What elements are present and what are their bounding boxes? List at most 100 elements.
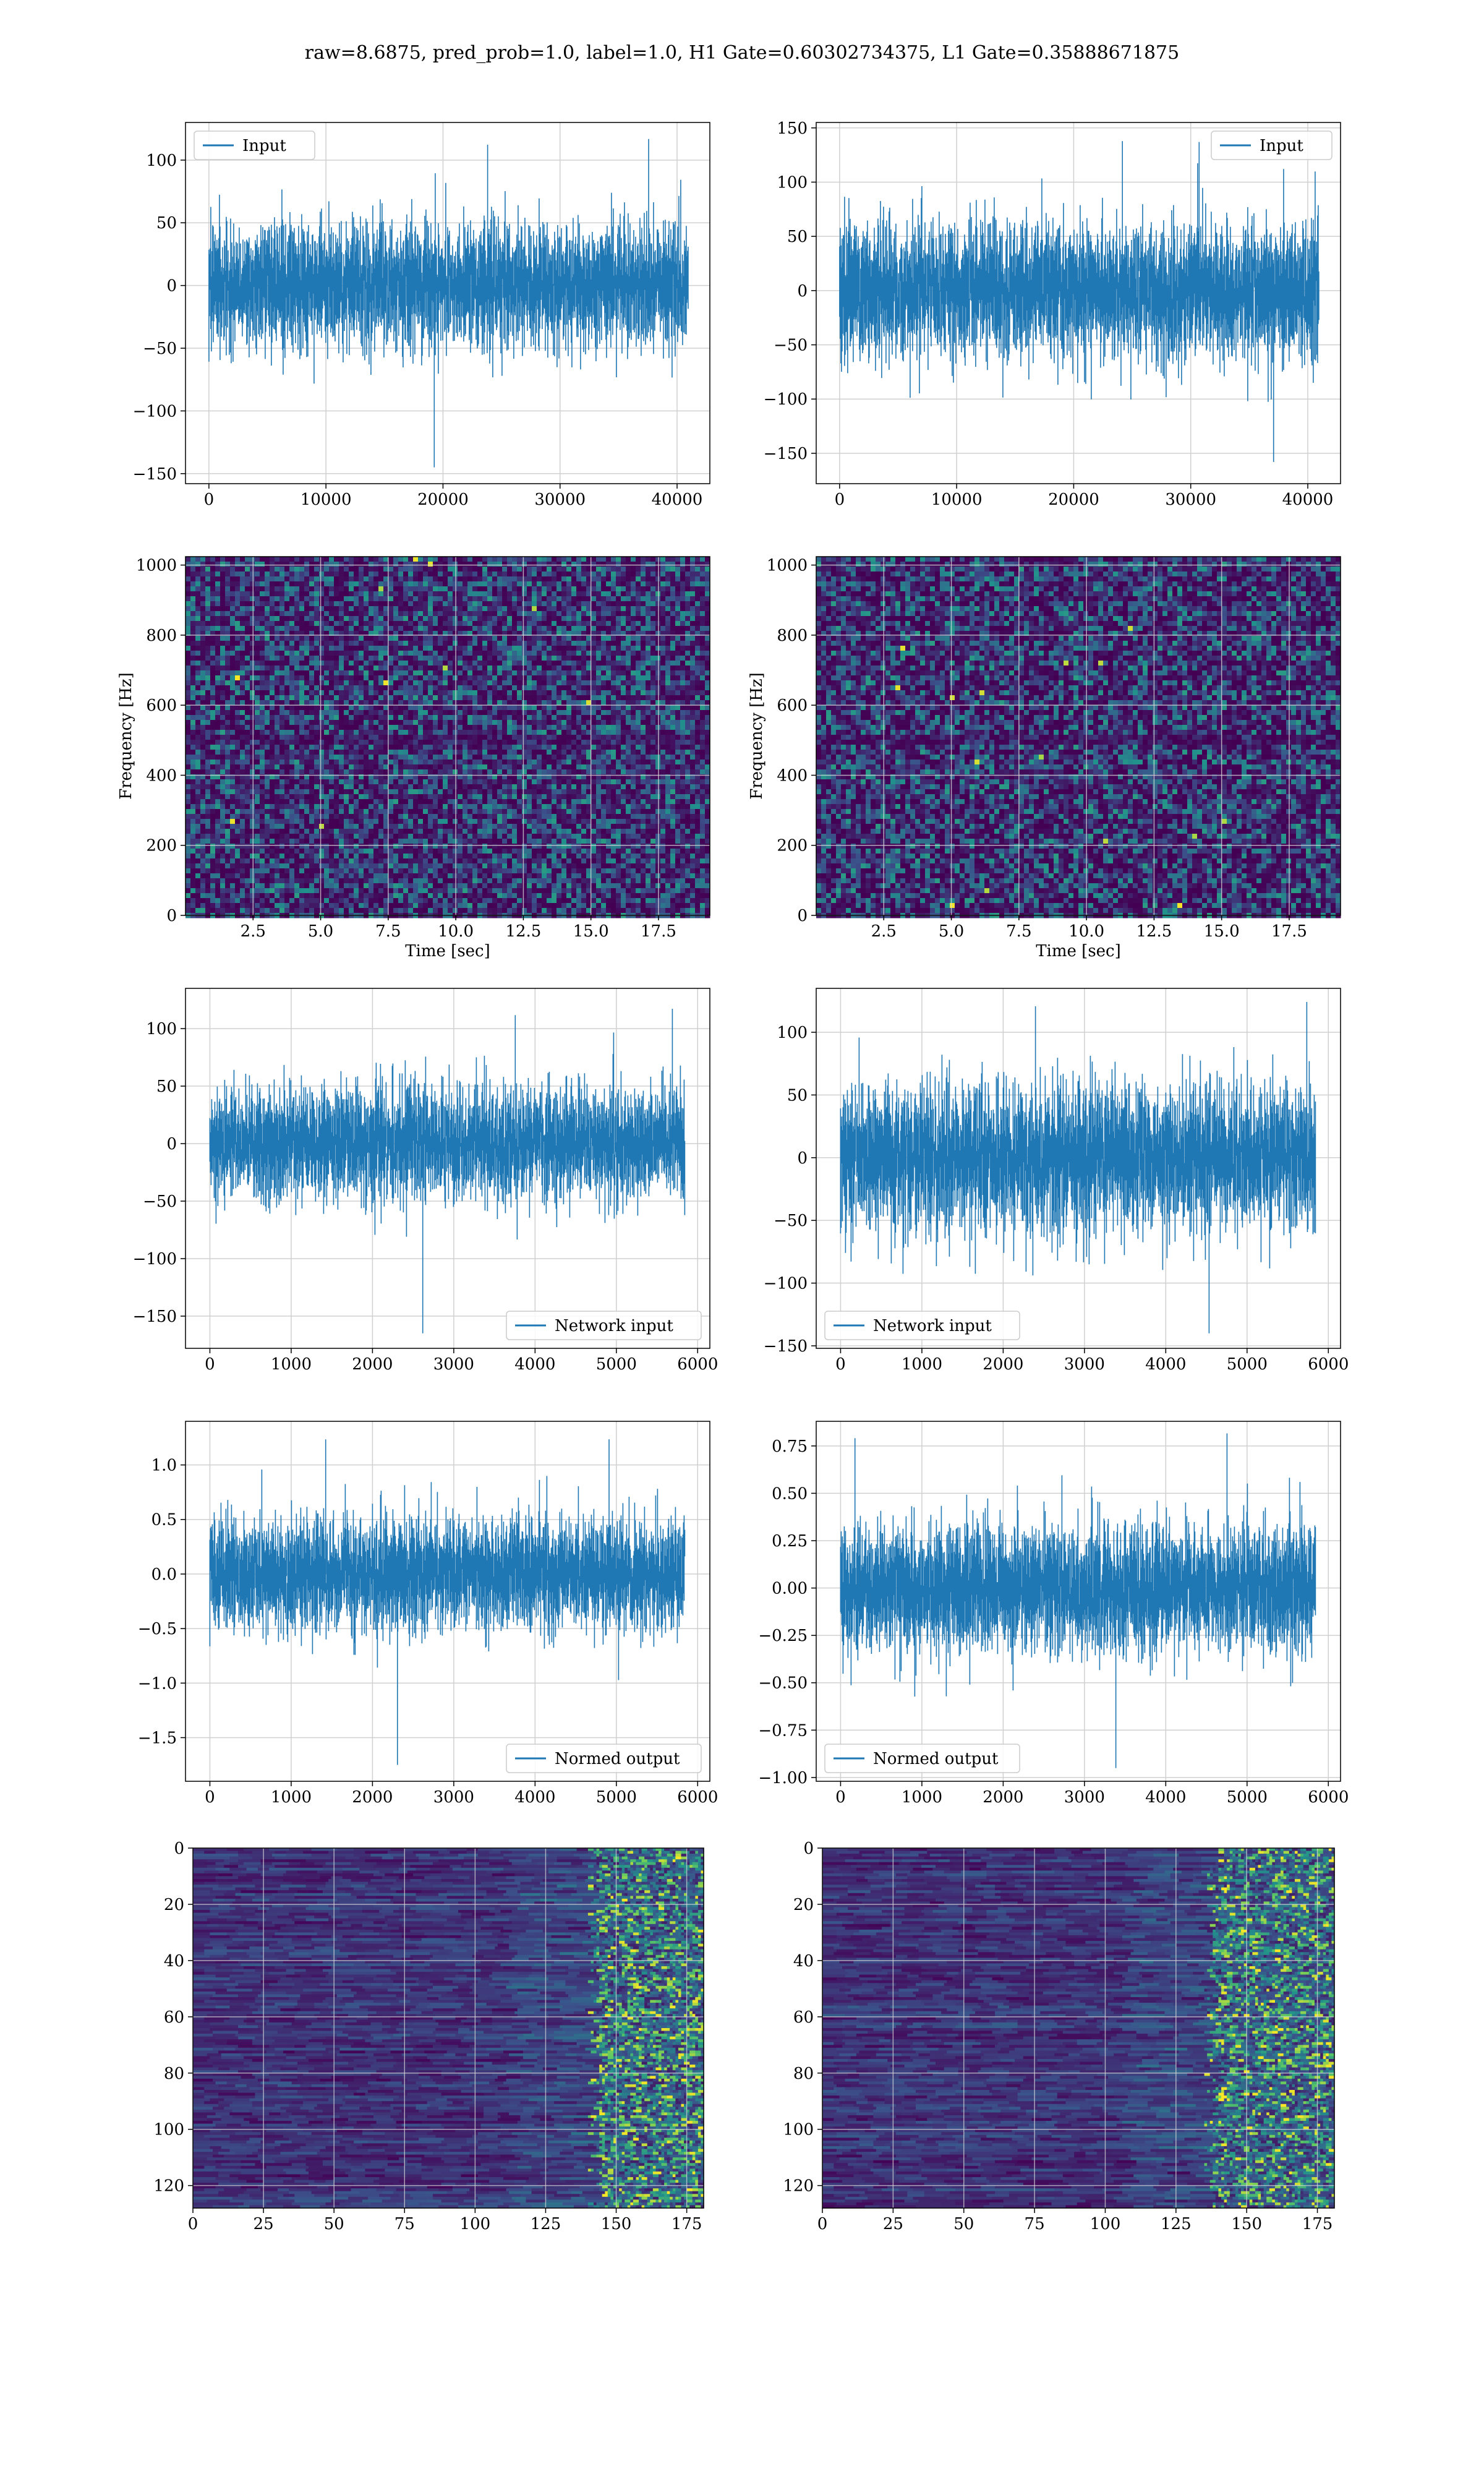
y-tick-label: 0.00: [772, 1580, 808, 1598]
line-chart-row3-right: 0 1000 2000 3000 4000 5000 6000−150−100−500501…: [764, 988, 1349, 1374]
series-line: [210, 1439, 684, 1765]
x-tick-label: 20000: [1048, 490, 1099, 509]
x-tick-label: 2.5: [871, 922, 897, 941]
y-tick-label: 0.0: [151, 1565, 177, 1584]
heatmap-cells: [816, 557, 1341, 918]
x-tick-label: 40000: [652, 490, 703, 509]
legend-label: Network input: [873, 1317, 992, 1335]
y-tick-label: 600: [777, 696, 808, 715]
x-axis-label: Time [sec]: [405, 942, 490, 961]
y-tick-label: −0.75: [758, 1721, 808, 1740]
line-chart-row4-right: 0 1000 2000 3000 4000 5000 6000−1.00−0.75−0.50…: [758, 1421, 1349, 1807]
x-tick-label: 150: [1231, 2215, 1262, 2233]
legend-label: Input: [242, 137, 286, 155]
x-axis-label: Time [sec]: [1036, 942, 1121, 961]
y-tick-label: 100: [777, 173, 808, 192]
x-tick-label: 125: [1161, 2215, 1192, 2233]
y-tick-label: 80: [793, 2065, 814, 2083]
x-tick-label: 2.5: [241, 922, 266, 941]
y-tick-label: 0.50: [772, 1484, 808, 1503]
legend-label: Normed output: [873, 1750, 999, 1768]
x-tick-label: 10.0: [1068, 922, 1104, 941]
x-tick-label: 4000: [514, 1788, 555, 1807]
y-tick-label: −150: [133, 1308, 177, 1326]
series-line: [840, 1434, 1315, 1768]
y-tick-label: −150: [764, 445, 808, 463]
y-tick-label: −50: [774, 336, 808, 355]
heatmap-cells: [193, 1848, 704, 2209]
x-tick-label: 0: [205, 1355, 215, 1374]
x-tick-label: 7.5: [1006, 922, 1031, 941]
y-tick-label: 100: [146, 1020, 177, 1038]
x-tick-label: 3000: [433, 1788, 474, 1807]
y-tick-label: −50: [143, 1192, 177, 1211]
y-tick-label: 0.25: [772, 1532, 808, 1551]
heatmap-cells: [822, 1848, 1335, 2209]
x-tick-label: 7.5: [375, 922, 401, 941]
x-tick-label: 17.5: [641, 922, 676, 941]
series-line: [210, 1009, 684, 1333]
series-line: [840, 1002, 1315, 1333]
y-tick-label: 0: [797, 282, 808, 301]
x-tick-label: 30000: [534, 490, 586, 509]
y-tick-label: −0.50: [758, 1674, 808, 1693]
y-tick-label: −1.00: [758, 1769, 808, 1787]
x-tick-label: 1000: [271, 1788, 312, 1807]
y-axis-label: Frequency [Hz]: [117, 672, 135, 800]
y-tick-label: 50: [787, 228, 808, 246]
y-tick-label: 0: [166, 907, 177, 925]
y-tick-label: 50: [787, 1086, 808, 1105]
x-tick-label: 75: [394, 2215, 415, 2233]
y-tick-label: 100: [777, 1024, 808, 1042]
legend-label: Input: [1260, 137, 1303, 155]
y-tick-label: −150: [133, 465, 177, 484]
y-tick-label: 60: [793, 2008, 814, 2027]
x-tick-label: 0: [835, 1788, 846, 1807]
x-tick-label: 50: [953, 2215, 974, 2233]
y-tick-label: −1.5: [138, 1729, 177, 1747]
y-tick-label: 600: [146, 696, 177, 715]
x-tick-label: 20000: [417, 490, 469, 509]
y-tick-label: 0: [166, 277, 177, 296]
y-tick-label: 100: [783, 2121, 814, 2139]
x-tick-label: 6000: [677, 1355, 718, 1374]
x-tick-label: 10000: [931, 490, 983, 509]
y-tick-label: 1000: [767, 557, 808, 575]
y-tick-label: −100: [133, 402, 177, 421]
legend: Input: [194, 131, 315, 160]
y-tick-label: 0: [797, 907, 808, 925]
x-tick-label: 25: [254, 2215, 274, 2233]
x-tick-label: 6000: [677, 1788, 718, 1807]
x-tick-label: 3000: [1064, 1355, 1105, 1374]
x-tick-label: 0: [835, 1355, 846, 1374]
y-tick-label: 200: [146, 837, 177, 855]
legend-label: Network input: [555, 1317, 673, 1335]
x-tick-label: 100: [460, 2215, 491, 2233]
y-tick-label: 1000: [136, 557, 177, 575]
y-tick-label: −100: [764, 1275, 808, 1293]
legend: Network input: [825, 1311, 1020, 1340]
x-tick-label: 15.0: [573, 922, 609, 941]
x-tick-label: 12.5: [505, 922, 541, 941]
x-tick-label: 50: [324, 2215, 344, 2233]
y-tick-label: 0: [803, 1839, 814, 1858]
y-tick-label: −150: [764, 1337, 808, 1356]
y-tick-label: 100: [153, 2121, 184, 2139]
y-tick-label: 0: [797, 1149, 808, 1168]
x-tick-label: 25: [883, 2215, 903, 2233]
y-tick-label: 0: [174, 1839, 184, 1858]
x-tick-label: 5000: [596, 1355, 637, 1374]
y-tick-label: −50: [774, 1212, 808, 1230]
x-tick-label: 0: [835, 490, 845, 509]
y-tick-label: 20: [164, 1896, 184, 1914]
y-tick-label: −0.5: [138, 1620, 177, 1638]
x-tick-label: 0: [817, 2215, 828, 2233]
y-tick-label: 0.5: [151, 1511, 177, 1530]
y-tick-label: 100: [146, 152, 177, 170]
x-tick-label: 40000: [1282, 490, 1334, 509]
y-tick-label: −50: [143, 340, 177, 358]
x-tick-label: 3000: [1064, 1788, 1105, 1807]
